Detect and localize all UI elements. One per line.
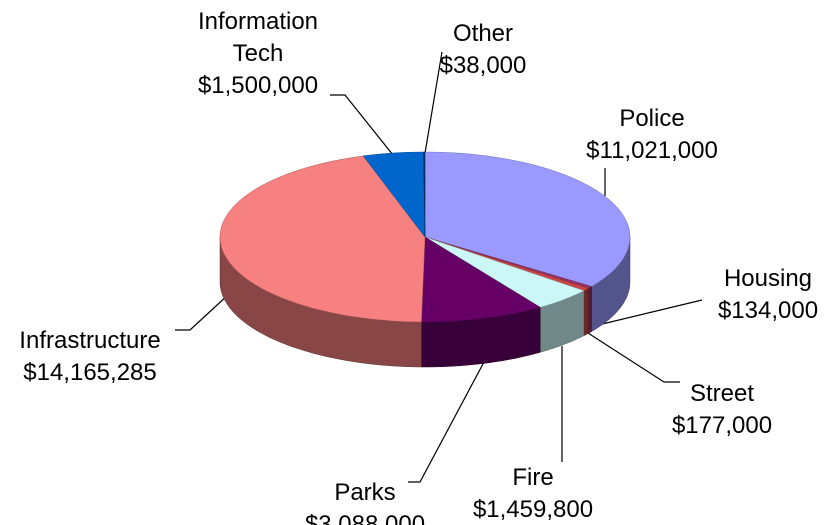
value-label: $1,500,000 xyxy=(197,72,319,99)
value-label: $11,021,000 xyxy=(586,137,718,164)
slice-top xyxy=(362,151,426,238)
value-label: $134,000 xyxy=(717,297,819,324)
leader-line xyxy=(408,361,485,483)
slice-label: Infrastructure xyxy=(19,327,161,354)
slice xyxy=(424,236,585,308)
slice xyxy=(362,151,426,238)
slice-top xyxy=(424,236,585,308)
slice xyxy=(423,151,426,238)
slice-label: Police xyxy=(619,105,685,132)
value-label: $3,088,000 xyxy=(304,511,426,525)
leader-lines xyxy=(175,51,703,483)
leader-line xyxy=(587,332,680,383)
slice-side xyxy=(588,286,592,334)
slice xyxy=(424,151,631,287)
slice-side xyxy=(583,287,589,337)
slice-label: Other xyxy=(452,20,514,47)
slice-label: Fire xyxy=(512,464,554,491)
value-label: $38,000 xyxy=(439,52,527,79)
slice xyxy=(421,236,541,323)
slice-top xyxy=(421,236,541,323)
slice-top xyxy=(423,151,426,238)
slice-top xyxy=(424,151,631,287)
leader-line xyxy=(593,299,703,327)
slice-sides xyxy=(219,236,631,368)
leader-line xyxy=(330,94,394,156)
slice-label: Information Tech xyxy=(197,8,319,67)
slice xyxy=(219,155,426,323)
slice-tops xyxy=(219,151,631,323)
value-label: $177,000 xyxy=(671,412,773,439)
leader-line xyxy=(424,51,443,154)
slice-label: Parks xyxy=(334,479,396,506)
value-label: $14,165,285 xyxy=(23,359,157,386)
slice-top xyxy=(219,155,426,323)
slice-label: Street xyxy=(689,380,755,407)
value-label: $1,459,800 xyxy=(472,496,594,523)
slice-label: Housing xyxy=(723,265,813,292)
leader-line xyxy=(175,294,229,331)
